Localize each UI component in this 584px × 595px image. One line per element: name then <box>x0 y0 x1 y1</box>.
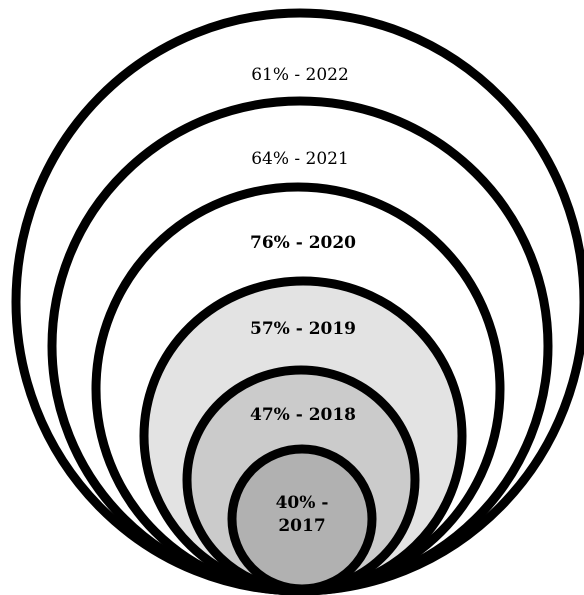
ring-label-2020: 76% - 2020 <box>250 233 356 253</box>
ring-2017 <box>227 444 377 594</box>
ring-label-2022: 61% - 2022 <box>251 65 349 85</box>
ring-label-2018: 47% - 2018 <box>250 405 356 425</box>
ring-label-2019: 57% - 2019 <box>250 319 356 339</box>
ring-label-2021: 64% - 2021 <box>251 149 349 169</box>
ring-label-2017-line2: 2017 <box>278 516 325 536</box>
ring-label-2017-line1: 40% - <box>276 493 329 513</box>
